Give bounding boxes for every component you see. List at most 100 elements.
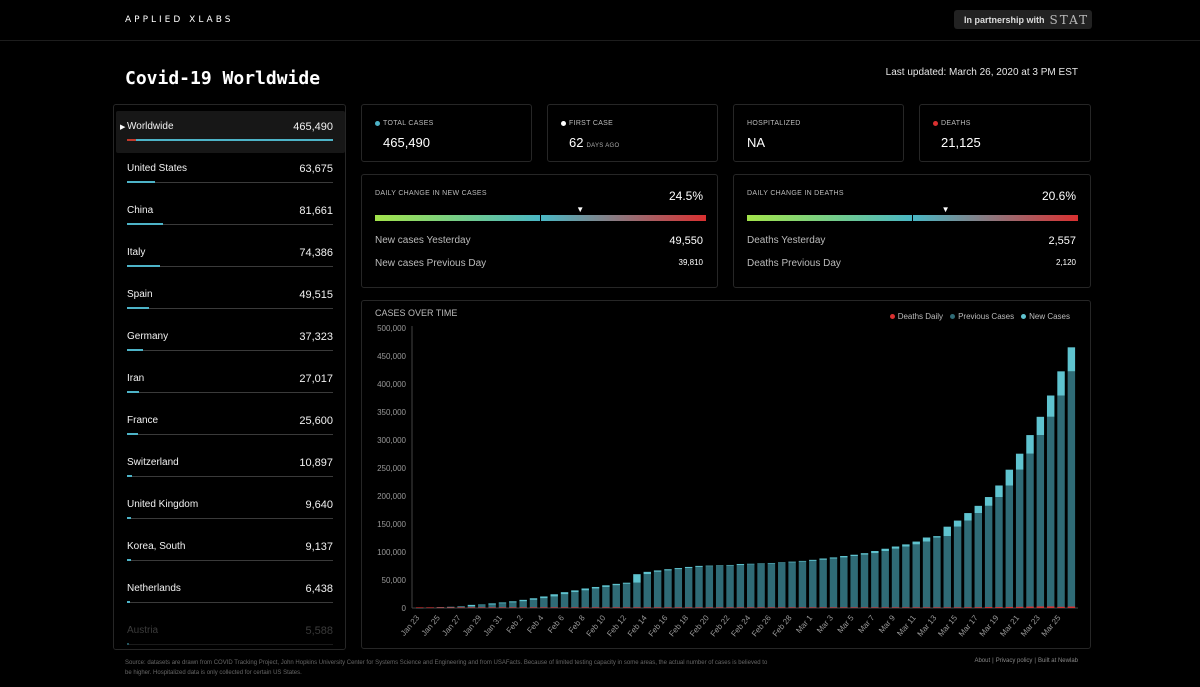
bar-new-cases [509,601,517,603]
bar-previous-cases [881,550,889,608]
bar-deaths-daily [912,607,920,608]
bar-deaths-daily [891,607,900,608]
deaths-previous-label: Deaths Previous Day [747,258,841,269]
bar-deaths-daily [643,607,652,608]
country-row[interactable]: United States 63,675 [116,153,345,195]
stat-logo: STAT [1049,12,1090,27]
y-tick-label: 400,000 [377,380,406,389]
bar-previous-cases [488,604,496,608]
country-name: Italy [127,247,146,258]
country-value: 74,386 [299,247,333,259]
country-row[interactable]: Italy 74,386 [116,237,345,279]
country-list[interactable]: ▶ Worldwide 465,490 United States 63,675 Chin… [113,104,346,650]
bar-previous-cases [498,603,507,608]
bar-deaths-daily [840,607,848,608]
bar-previous-cases [736,564,745,608]
country-value: 10,897 [299,457,333,469]
country-row[interactable]: Germany 37,323 [116,321,345,363]
bar-new-cases [560,592,569,595]
bar-deaths-daily [540,607,548,608]
bar-deaths-daily [571,607,579,608]
country-row[interactable]: China 81,661 [116,195,345,237]
bar-previous-cases [571,592,579,608]
bar-previous-cases [705,565,714,608]
x-tick-label: Mar 19 [978,613,1001,638]
y-tick-label: 300,000 [377,436,406,445]
bar-deaths-daily [871,607,879,608]
first-case-label: FIRST CASE [569,120,614,127]
top-bar: APPLIED XLABS In partnership with STAT [0,0,1200,41]
country-value: 25,600 [299,415,333,427]
x-tick-label: Feb 20 [688,613,711,638]
country-row[interactable]: ▶ Worldwide 465,490 [116,111,345,153]
bar-previous-cases [984,505,993,608]
selected-arrow-icon: ▶ [120,124,126,131]
bar-previous-cases [1057,395,1065,608]
x-tick-label: Jan 25 [420,613,443,638]
bar-previous-cases [891,548,900,608]
stat-card-deaths: DEATHS 21,125 [919,104,1091,162]
country-row[interactable]: Spain 49,515 [116,279,345,321]
legend-dot-icon [889,314,895,319]
country-row[interactable]: Korea, South 9,137 [116,531,345,573]
bar-previous-cases [809,560,817,608]
bar-previous-cases [974,513,983,608]
bar-new-cases [571,590,579,593]
bar-deaths-daily [581,607,589,608]
bar-previous-cases [798,561,807,608]
bar-previous-cases [612,585,620,608]
country-name: Spain [127,289,153,300]
bar-deaths-daily [953,607,962,608]
y-tick-label: 50,000 [382,576,407,585]
legend-dot-icon [1021,314,1027,319]
bar-previous-cases [509,602,517,608]
country-name: Switzerland [127,457,179,468]
stat-card-total-cases: TOTAL CASES 465,490 [361,104,532,162]
footer-link[interactable]: Privacy policy [995,658,1033,664]
country-bar-track [127,182,333,183]
partner-badge[interactable]: In partnership with STAT [954,10,1092,29]
country-value: 81,661 [299,205,333,217]
bar-new-cases [674,568,683,570]
country-name: Germany [127,331,169,342]
bar-deaths-daily [747,607,755,608]
x-tick-label: Feb 2 [505,613,525,635]
y-tick-label: 500,000 [377,324,406,333]
bar-new-cases [664,569,672,571]
country-bar-track [127,308,333,309]
country-bar-fill [127,475,132,477]
footer-link[interactable]: About [974,658,991,664]
bar-new-cases [881,548,889,551]
country-row[interactable]: Iran 27,017 [116,363,345,405]
bar-new-cases [798,560,807,562]
bar-previous-cases [715,565,724,608]
chart-legend: Deaths Daily Previous Cases New Cases [889,312,1070,321]
bar-new-cases [695,565,703,567]
bar-previous-cases [902,546,910,608]
bar-deaths-daily [1005,606,1014,608]
total-cases-value: 465,490 [383,135,430,150]
bar-new-cases [519,599,527,602]
country-name: United States [127,163,188,174]
deaths-dot-icon [933,121,938,126]
footer-link[interactable]: Built at Newlab [1037,658,1078,664]
bar-new-cases [757,563,765,564]
x-tick-label: Mar 17 [957,613,980,638]
bar-new-cases [550,594,558,597]
partner-label: In partnership with [964,14,1045,25]
x-tick-label: Jan 31 [482,613,505,638]
country-row[interactable]: France 25,600 [116,405,345,447]
last-updated: Last updated: March 26, 2020 at 3 PM EST [885,67,1078,78]
bar-previous-cases [1005,485,1014,608]
bar-new-cases [912,541,920,545]
hospitalized-value: NA [747,135,766,150]
brand-logo[interactable]: APPLIED XLABS [125,15,234,25]
country-row[interactable]: Netherlands 6,438 [116,573,345,615]
country-row[interactable]: United Kingdom 9,640 [116,489,345,531]
country-row[interactable]: Switzerland 10,897 [116,447,345,489]
bar-new-cases [974,505,983,514]
bar-deaths-daily [664,607,672,608]
bar-new-cases [767,562,776,564]
x-tick-label: Feb 10 [585,613,608,638]
bar-new-cases [809,559,817,561]
